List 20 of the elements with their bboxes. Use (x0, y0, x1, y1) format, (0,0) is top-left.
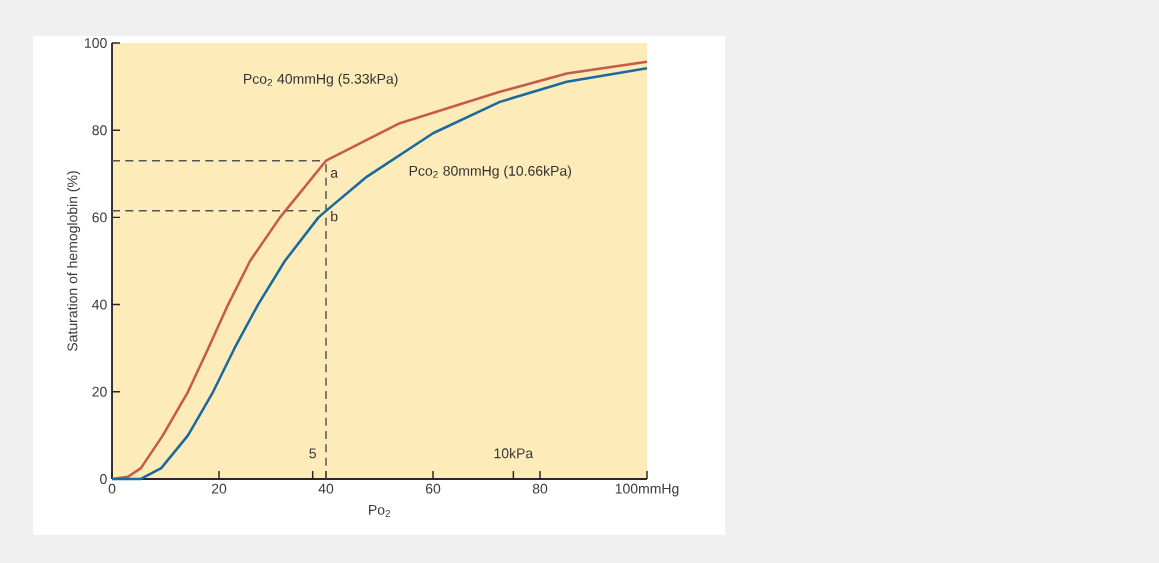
y-tick-label: 20 (92, 386, 107, 397)
y-tick-label: 100 (85, 38, 107, 48)
x-tick-label: 60 (425, 483, 441, 494)
text: Pco$_{2}$ 40mmHg (5.33kPa) (244, 73, 398, 87)
x-axis-title: Po$_{2}$ (369, 505, 390, 517)
x2-tick-label: 10kPa (494, 448, 534, 459)
y-tick-label: 60 (92, 212, 107, 223)
x-tick-label: 0 (108, 483, 116, 494)
x-tick-label: 100mmHg (615, 483, 679, 497)
x2-tick-label: 5 (309, 448, 316, 459)
series-label: Pco$_{2}$ 80mmHg (10.66kPa) (409, 165, 571, 179)
x-tick-label: 80 (532, 483, 548, 494)
x-tick-label: 20 (211, 483, 227, 494)
y-tick-label: 0 (100, 474, 107, 484)
y-tick-label: 80 (92, 125, 107, 136)
annotation: a (330, 170, 339, 178)
y-tick-label: 40 (92, 299, 107, 310)
x-tick-label: 40 (318, 483, 334, 494)
y-axis-title: Saturation of hemoglobin (%) (67, 171, 81, 352)
annotation: b (331, 211, 338, 222)
